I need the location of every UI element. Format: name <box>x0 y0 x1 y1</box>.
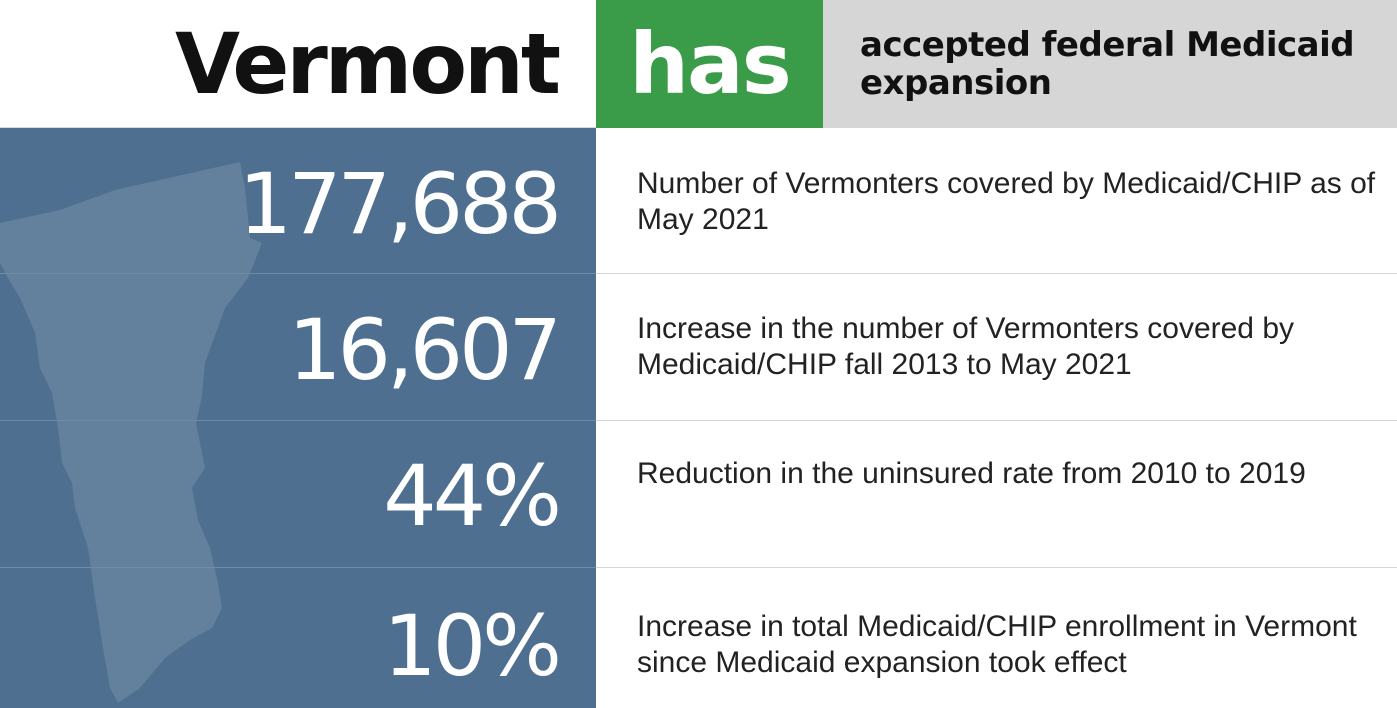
state-box: Vermont <box>0 0 596 128</box>
header: Vermont has accepted federal Medicaid ex… <box>0 0 1397 128</box>
stats-labels-panel: Number of Vermonters covered by Medicaid… <box>596 128 1397 708</box>
stat-value-enrollment: 10% <box>383 597 562 695</box>
status-badge: has <box>596 0 823 128</box>
stats-values-panel: 177,688 16,607 44% 10% <box>0 128 596 708</box>
divider <box>0 273 596 274</box>
status-description-box: accepted federal Medicaid expansion <box>823 0 1397 128</box>
status-description: accepted federal Medicaid expansion <box>860 25 1355 103</box>
divider <box>0 420 596 421</box>
divider <box>596 567 1397 568</box>
stat-label-increase: Increase in the number of Vermonters cov… <box>637 312 1295 381</box>
state-name: Vermont <box>174 15 561 113</box>
stat-label-enrollment: Increase in total Medicaid/CHIP enrollme… <box>637 610 1357 679</box>
status-word: has <box>629 15 791 113</box>
stat-label-covered: Number of Vermonters covered by Medicaid… <box>637 167 1376 236</box>
divider <box>596 420 1397 421</box>
divider <box>596 273 1397 274</box>
stat-value-increase: 16,607 <box>288 301 562 399</box>
stat-value-reduction: 44% <box>383 447 562 545</box>
stat-label-reduction: Reduction in the uninsured rate from 201… <box>637 457 1306 490</box>
stat-value-covered: 177,688 <box>238 155 562 253</box>
divider <box>0 567 596 568</box>
